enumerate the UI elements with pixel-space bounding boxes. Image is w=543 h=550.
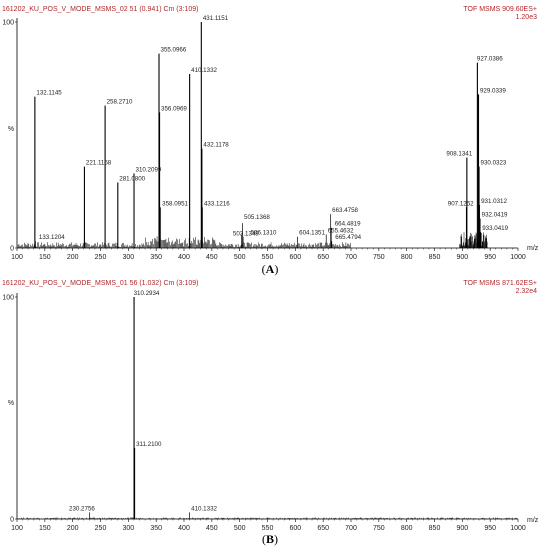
panel-a-x-tick-label: 250 bbox=[95, 254, 107, 261]
panel-a-x-tick-label: 100 bbox=[11, 254, 23, 261]
panel-b-x-axis-label: m/z bbox=[527, 517, 539, 524]
panel-a-peak-labels: 132.1145 133.1204 221.1158 258.2710 281.0800… bbox=[36, 15, 508, 241]
panel-a-x-tick-label: 850 bbox=[429, 254, 441, 261]
panel-a-x-tick-label: 900 bbox=[456, 254, 468, 261]
panel-b-x-tick-label: 800 bbox=[401, 525, 413, 532]
panel-b-peaks bbox=[89, 297, 190, 519]
panel-b-peak-label: 410.1332 bbox=[191, 505, 217, 512]
panel-b-label: (B) bbox=[262, 532, 278, 546]
panel-a-x-tick-label: 800 bbox=[401, 254, 413, 261]
panel-b-baseline-noise bbox=[17, 517, 519, 519]
panel-a-x-tick-label: 1000 bbox=[510, 254, 526, 261]
panel-b-x-tick-label: 900 bbox=[456, 525, 468, 532]
panel-b-x-tick-label: 750 bbox=[373, 525, 385, 532]
panel-b-y-axis-label: % bbox=[8, 400, 14, 407]
panel-a-peak-label: 132.1145 bbox=[36, 90, 62, 97]
panel-b-x-tick-label: 550 bbox=[262, 525, 274, 532]
panel-b-x-tick-label: 300 bbox=[122, 525, 134, 532]
panel-a-peak-label: 665.4794 bbox=[335, 234, 361, 241]
panel-b-intensity-scale: 2.32e4 bbox=[516, 288, 538, 295]
panel-b-x-tick-label: 400 bbox=[178, 525, 190, 532]
panel-b-peak-label: 311.2100 bbox=[136, 441, 162, 448]
panel-b-x-tick-label: 950 bbox=[484, 525, 496, 532]
panel-b-y-tick-label: 100 bbox=[2, 295, 14, 302]
panel-a-peak-label: 221.1158 bbox=[86, 160, 112, 167]
panel-b-peak-labels: 230.2756 310.2934 311.2100 410.1332 bbox=[69, 290, 217, 512]
panel-a-axes: 100 150 200 250 300 350 400 450 500 550 600 650 700 7… bbox=[2, 18, 526, 261]
panel-a-x-tick-label: 300 bbox=[122, 254, 134, 261]
panel-a-x-tick-label: 650 bbox=[317, 254, 329, 261]
panel-a-peak-label: 410.1332 bbox=[191, 67, 217, 74]
panel-a-header-left: 161202_KU_POS_V_MODE_MSMS_02 51 (0.941) … bbox=[2, 6, 199, 13]
panel-a-peak-label: 431.1151 bbox=[203, 15, 229, 22]
panel-b-x-tick-label: 600 bbox=[289, 525, 301, 532]
panel-b-header-left: 161202_KU_POS_V_MODE_MSMS_01 56 (1.032) … bbox=[2, 280, 199, 287]
panel-b-x-tick-label: 200 bbox=[67, 525, 79, 532]
panel-a-x-tick-label: 400 bbox=[178, 254, 190, 261]
panel-a-peak-label: 933.0419 bbox=[482, 225, 508, 232]
panel-a-peak-label: 281.0800 bbox=[119, 175, 145, 182]
panel-b-x-tick-label: 250 bbox=[95, 525, 107, 532]
panel-a-x-tick-label: 700 bbox=[345, 254, 357, 261]
panel-a-label: (A) bbox=[262, 262, 279, 276]
panel-b-x-tick-label: 500 bbox=[234, 525, 246, 532]
panel-a-peak-label: 258.2710 bbox=[107, 99, 133, 106]
panel-a-peak-label: 931.0312 bbox=[481, 198, 507, 205]
panel-a-x-tick-label: 450 bbox=[206, 254, 218, 261]
panel-a-peak-label: 503.1349 bbox=[233, 230, 259, 237]
panel-a-header-right: TOF MSMS 909.60ES+ bbox=[463, 6, 537, 13]
panel-a-peak-label: 930.0323 bbox=[481, 160, 507, 167]
panel-b-x-tick-label: 700 bbox=[345, 525, 357, 532]
panel-b-peak-label: 230.2756 bbox=[69, 505, 95, 512]
panel-a-peak-label: 506.1310 bbox=[251, 230, 277, 237]
panel-a-y-tick-label: 100 bbox=[2, 20, 14, 27]
panel-a-y-tick-label: 0 bbox=[10, 246, 14, 253]
panel-b-y-tick-label: 0 bbox=[10, 517, 14, 524]
panel-b-x-tick-label: 450 bbox=[206, 525, 218, 532]
panel-b-x-tick-label: 1000 bbox=[510, 525, 526, 532]
panel-b-x-tick-label: 850 bbox=[429, 525, 441, 532]
panel-a-peak-label: 433.1216 bbox=[204, 200, 230, 207]
panel-a-peak-label: 663.4758 bbox=[332, 207, 358, 214]
panel-a-peak-label: 929.0339 bbox=[480, 87, 506, 94]
panel-b-peak-label: 310.2934 bbox=[134, 290, 160, 297]
panel-a-peak-label: 932.0419 bbox=[482, 212, 508, 219]
panel-a-y-axis-label: % bbox=[8, 126, 14, 133]
panel-a-peak-label: 664.4819 bbox=[335, 221, 361, 228]
panel-b-header-right: TOF MSMS 871.62ES+ bbox=[463, 280, 537, 287]
panel-b-x-tick-label: 150 bbox=[39, 525, 51, 532]
panel-a-x-tick-label: 350 bbox=[150, 254, 162, 261]
panel-a-peak-label: 133.1204 bbox=[39, 234, 65, 241]
panel-a-x-tick-label: 600 bbox=[289, 254, 301, 261]
panel-a-x-tick-label: 550 bbox=[262, 254, 274, 261]
panel-a-peak-label: 310.2099 bbox=[136, 166, 162, 173]
panel-b-x-tick-label: 650 bbox=[317, 525, 329, 532]
panel-a-x-tick-label: 150 bbox=[39, 254, 51, 261]
panel-a-x-tick-label: 950 bbox=[484, 254, 496, 261]
panel-a-peak-label: 907.1252 bbox=[448, 200, 474, 207]
panel-a-peak-label: 432.1178 bbox=[203, 142, 229, 149]
panel-a-x-tick-label: 750 bbox=[373, 254, 385, 261]
panel-a-peak-label: 356.0969 bbox=[161, 105, 187, 112]
panel-a-peak-label: 908.1341 bbox=[446, 151, 472, 158]
panel-a-peaks bbox=[34, 22, 482, 248]
panel-b-x-tick-label: 100 bbox=[11, 525, 23, 532]
panel-a-x-tick-label: 200 bbox=[67, 254, 79, 261]
panel-a-x-tick-label: 500 bbox=[234, 254, 246, 261]
panel-a-peak-label: 604.1351 bbox=[299, 230, 325, 237]
panel-a-peak-label: 505.1368 bbox=[244, 214, 270, 221]
spectrum-panel-b: 161202_KU_POS_V_MODE_MSMS_01 56 (1.032) … bbox=[2, 280, 539, 546]
spectrum-panel-a: 161202_KU_POS_V_MODE_MSMS_02 51 (0.941) … bbox=[2, 6, 539, 276]
panel-a-intensity-scale: 1.20e3 bbox=[516, 14, 538, 21]
panel-a-peak-label: 355.0966 bbox=[161, 47, 187, 54]
panel-a-peak-label: 655.4632 bbox=[328, 227, 354, 234]
panel-a-x-axis-label: m/z bbox=[527, 245, 539, 252]
panel-a-peak-label: 358.0951 bbox=[162, 200, 188, 207]
panel-b-x-tick-label: 350 bbox=[150, 525, 162, 532]
panel-a-peak-label: 927.0386 bbox=[477, 56, 503, 63]
panel-b-axes: 100 150 200 250 300 350 400 450 500 550 600 650 700 7… bbox=[2, 293, 526, 532]
